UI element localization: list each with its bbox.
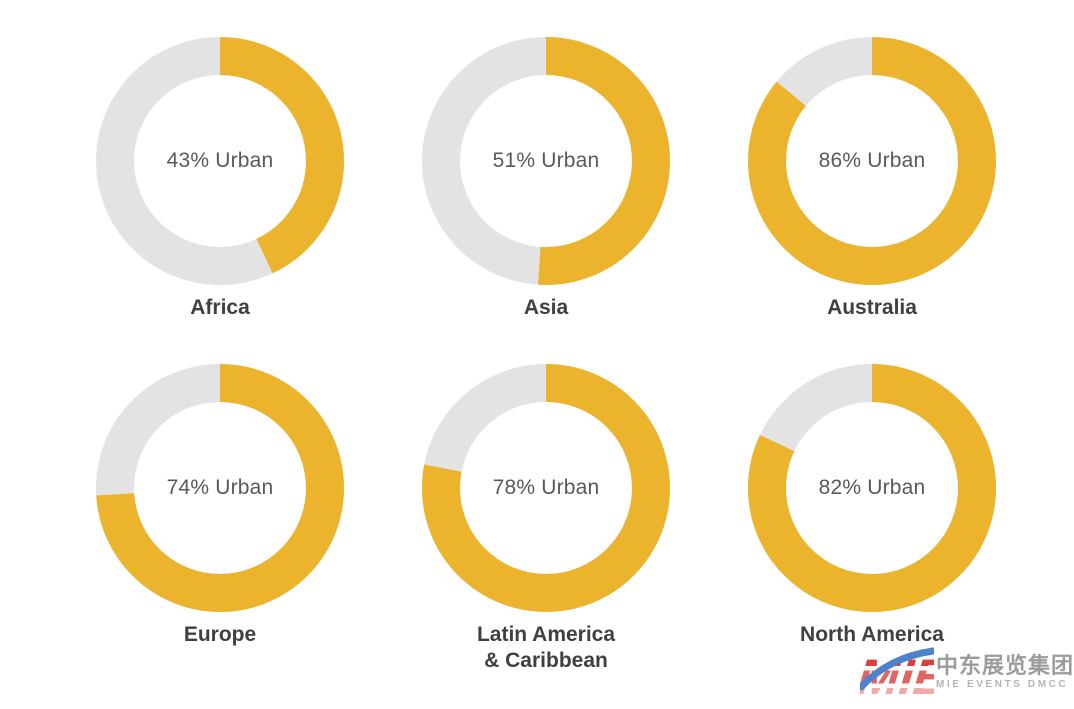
region-label-line: Latin America <box>476 623 616 646</box>
region-label-latin-america-caribbean: Latin America & Caribbean <box>477 622 615 674</box>
donut-center-label: 82% Urban <box>818 476 926 499</box>
donut-ring-africa: 43% Urban <box>95 36 345 286</box>
donut-svg <box>748 364 996 612</box>
donut-svg <box>422 37 670 285</box>
donut-ring-north-america: 82% Urban <box>747 363 997 613</box>
donut-center-label: 51% Urban <box>492 149 600 172</box>
donut-charts-grid: 43% Urban Africa 51% Urban Asia 86% Urban Aus… <box>57 36 1035 674</box>
watermark-cn-text: 中东展览集团 <box>935 653 1074 678</box>
donut-svg <box>422 364 670 612</box>
donut-center-label: 43% Urban <box>166 149 274 172</box>
donut-svg <box>96 364 344 612</box>
donut-ring-australia: 86% Urban <box>747 36 997 286</box>
donut-urban-arc <box>96 364 344 612</box>
donut-ring-europe: 74% Urban <box>95 363 345 613</box>
donut-urban-arc <box>422 364 670 612</box>
donut-chart-europe: 74% Urban Europe <box>57 363 383 674</box>
donut-chart-north-america: 82% Urban North America <box>709 363 1035 674</box>
watermark: MIE 中东展览集团 MIE EVENTS DMCC <box>859 647 1074 699</box>
donut-center-label: 86% Urban <box>818 149 926 172</box>
watermark-sub-text: MIE EVENTS DMCC <box>935 679 1069 690</box>
donut-ring-asia: 51% Urban <box>421 36 671 286</box>
region-label-africa: Africa <box>190 296 250 319</box>
region-label-australia: Australia <box>827 296 917 319</box>
donut-svg <box>748 37 996 285</box>
region-label-line: & Caribbean <box>484 649 608 672</box>
donut-chart-asia: 51% Urban Asia <box>383 36 709 321</box>
donut-chart-australia: 86% Urban Australia <box>709 36 1035 321</box>
donut-svg <box>96 37 344 285</box>
donut-urban-arc <box>748 37 996 285</box>
donut-center-label: 74% Urban <box>166 476 274 499</box>
region-label-europe: Europe <box>183 623 257 646</box>
watermark-text-block: 中东展览集团 MIE EVENTS DMCC <box>936 654 1074 692</box>
donut-chart-africa: 43% Urban Africa <box>57 36 383 321</box>
donut-center-label: 78% Urban <box>492 476 600 499</box>
region-label-north-america: North America <box>800 623 944 646</box>
donut-urban-arc <box>96 37 344 285</box>
donut-chart-latin-america-caribbean: 78% Urban Latin America & Caribbean <box>383 363 709 674</box>
mie-logo-icon: MIE <box>859 647 934 699</box>
donut-urban-arc <box>422 37 670 285</box>
region-label-asia: Asia <box>523 296 569 319</box>
donut-ring-latin-america-caribbean: 78% Urban <box>421 363 671 613</box>
donut-urban-arc <box>748 364 996 612</box>
